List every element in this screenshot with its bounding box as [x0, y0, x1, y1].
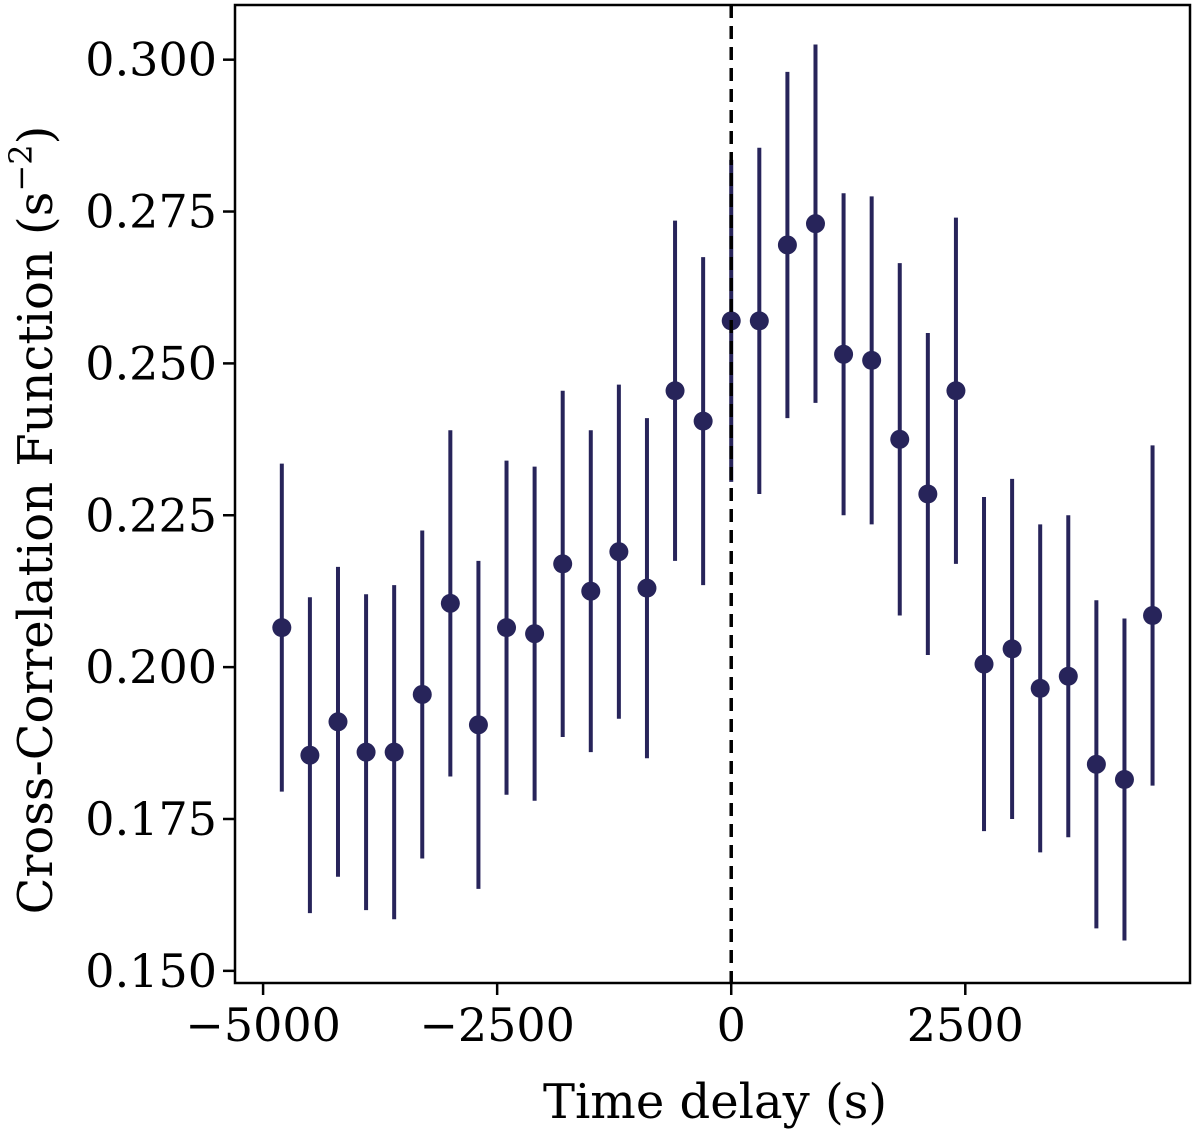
x-tick-label: −2500 [419, 998, 575, 1052]
data-point [1002, 639, 1022, 659]
data-point [300, 745, 320, 765]
data-point [553, 554, 573, 574]
data-point [384, 742, 404, 762]
data-point [777, 235, 797, 255]
y-tick-label: 0.250 [85, 336, 217, 390]
x-tick-label: 0 [717, 998, 746, 1052]
x-axis-label: Time delay (s) [543, 1074, 887, 1130]
data-point [525, 624, 545, 644]
data-point [1030, 678, 1050, 698]
x-tick-label: 2500 [907, 998, 1024, 1052]
y-axis-label-superscript: −2 [2, 144, 40, 191]
y-axis-label-close: ) [8, 126, 64, 145]
x-axis-ticks: −5000 −2500 0 2500 [185, 983, 1024, 1052]
data-point [890, 429, 910, 449]
x-tick-label: −5000 [185, 998, 341, 1052]
data-point [637, 578, 657, 598]
data-point [581, 581, 601, 601]
data-point [1143, 605, 1163, 625]
y-axis-label-main: Cross-Correlation Function (s [8, 192, 64, 915]
data-point [272, 618, 292, 638]
data-point [974, 654, 994, 674]
y-tick-label: 0.300 [85, 33, 217, 87]
data-point [412, 684, 432, 704]
y-tick-label: 0.175 [85, 792, 217, 846]
data-point [497, 618, 517, 638]
data-point [693, 411, 713, 431]
data-point [328, 712, 348, 732]
data-point [440, 593, 460, 613]
data-point [946, 381, 966, 401]
data-point [1058, 666, 1078, 686]
data-point [918, 484, 938, 504]
y-tick-label: 0.200 [85, 640, 217, 694]
y-tick-label: 0.150 [85, 944, 217, 998]
data-point [834, 344, 854, 364]
data-point [356, 742, 376, 762]
data-point [1114, 770, 1134, 790]
data-point [862, 350, 882, 370]
y-tick-label: 0.275 [85, 185, 217, 239]
data-point [749, 311, 769, 331]
data-point [609, 542, 629, 562]
data-point [665, 381, 685, 401]
y-axis-ticks: 0.150 0.175 0.200 0.225 0.250 0.275 0.300 [85, 33, 235, 998]
y-axis-label: Cross-Correlation Function (s−2) [2, 126, 64, 915]
plot-frame [233, 3, 1192, 985]
data-point [1086, 754, 1106, 774]
y-tick-label: 0.225 [85, 488, 217, 542]
data-point [468, 715, 488, 735]
data-point [805, 214, 825, 234]
data-marks [272, 44, 1163, 941]
